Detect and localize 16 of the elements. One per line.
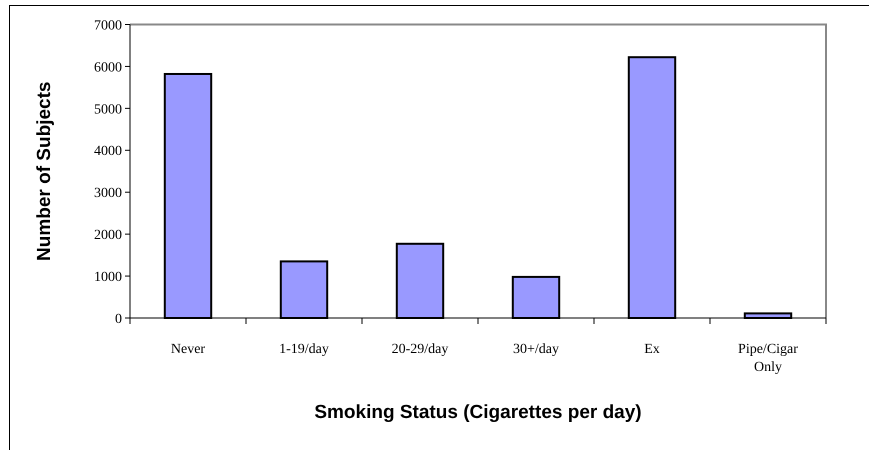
y-tick-label: 1000 xyxy=(94,270,122,285)
y-tick-label: 6000 xyxy=(94,60,122,76)
x-tick-label: 30+/day xyxy=(513,342,559,357)
y-tick-label: 0 xyxy=(115,312,122,327)
x-tick-label: 20-29/day xyxy=(392,342,448,357)
y-tick-label: 2000 xyxy=(94,228,122,244)
y-tick-label: 4000 xyxy=(94,144,122,160)
x-tick-label: Ex xyxy=(644,342,660,357)
y-axis-title: Number of Subjects xyxy=(34,82,55,261)
x-tick-label: 1-19/day xyxy=(279,342,329,357)
y-tick-label: 5000 xyxy=(94,102,122,118)
y-tick-label: 7000 xyxy=(94,18,122,34)
x-tick-label: Pipe/Cigar Only xyxy=(738,342,798,375)
y-tick-label: 3000 xyxy=(94,186,122,202)
x-axis-title: Smoking Status (Cigarettes per day) xyxy=(314,402,642,423)
x-tick-label: Never xyxy=(170,342,206,357)
